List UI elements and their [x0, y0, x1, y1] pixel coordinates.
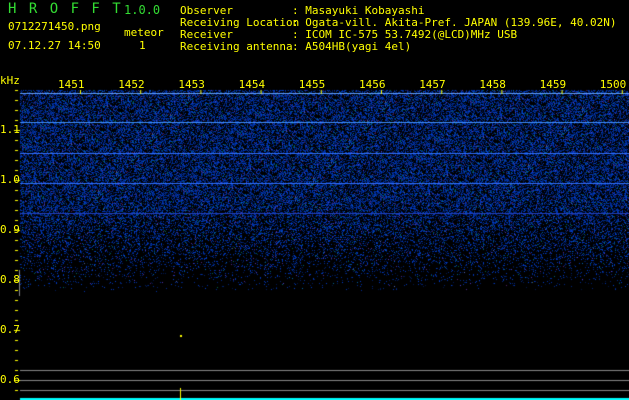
x-tick-label: 1456: [359, 78, 386, 91]
x-tick-label: 1455: [298, 78, 326, 91]
meteor-count: 1: [139, 39, 146, 52]
info-label-observer: Observer: [180, 4, 233, 17]
x-tick-label: 1459: [539, 78, 567, 91]
x-tick-label: 1500: [599, 78, 627, 91]
y-tick-label: 0.8: [0, 273, 20, 286]
filename: 0712271450.png: [8, 20, 101, 33]
y-axis-unit: kHz: [0, 74, 20, 87]
info-value-observer: : Masayuki Kobayashi: [292, 4, 425, 17]
info-label-location: Receiving Location: [180, 16, 300, 29]
y-tick-label: 1.0: [0, 173, 20, 186]
app-title: H R O F F T: [8, 1, 123, 17]
info-label-antenna: Receiving antenna: [180, 40, 293, 53]
x-tick-label: 1452: [118, 78, 145, 91]
y-tick-label: 1.1: [0, 123, 20, 136]
info-value-antenna: : A504HB(yagi 4el): [292, 40, 412, 53]
x-tick-label: 1451: [58, 78, 85, 91]
info-value-location: : Ogata-vill. Akita-Pref. JAPAN (139.96E…: [292, 16, 617, 29]
info-label-receiver: Receiver: [180, 28, 233, 41]
y-tick-label: 0.9: [0, 223, 20, 236]
y-tick-label: 0.7: [0, 323, 20, 336]
x-tick-label: 1454: [238, 78, 266, 91]
info-value-receiver: : ICOM IC-575 53.7492(@LCD)MHz USB: [292, 28, 518, 41]
x-tick-label: 1458: [479, 78, 506, 91]
app-version: 1.0.0: [124, 3, 161, 17]
x-tick-label: 1453: [178, 78, 205, 91]
datetime: 07.12.27 14:50: [8, 39, 101, 52]
meteor-label: meteor: [124, 26, 164, 39]
y-tick-label: 0.6: [0, 373, 20, 386]
x-tick-label: 1457: [419, 78, 446, 91]
